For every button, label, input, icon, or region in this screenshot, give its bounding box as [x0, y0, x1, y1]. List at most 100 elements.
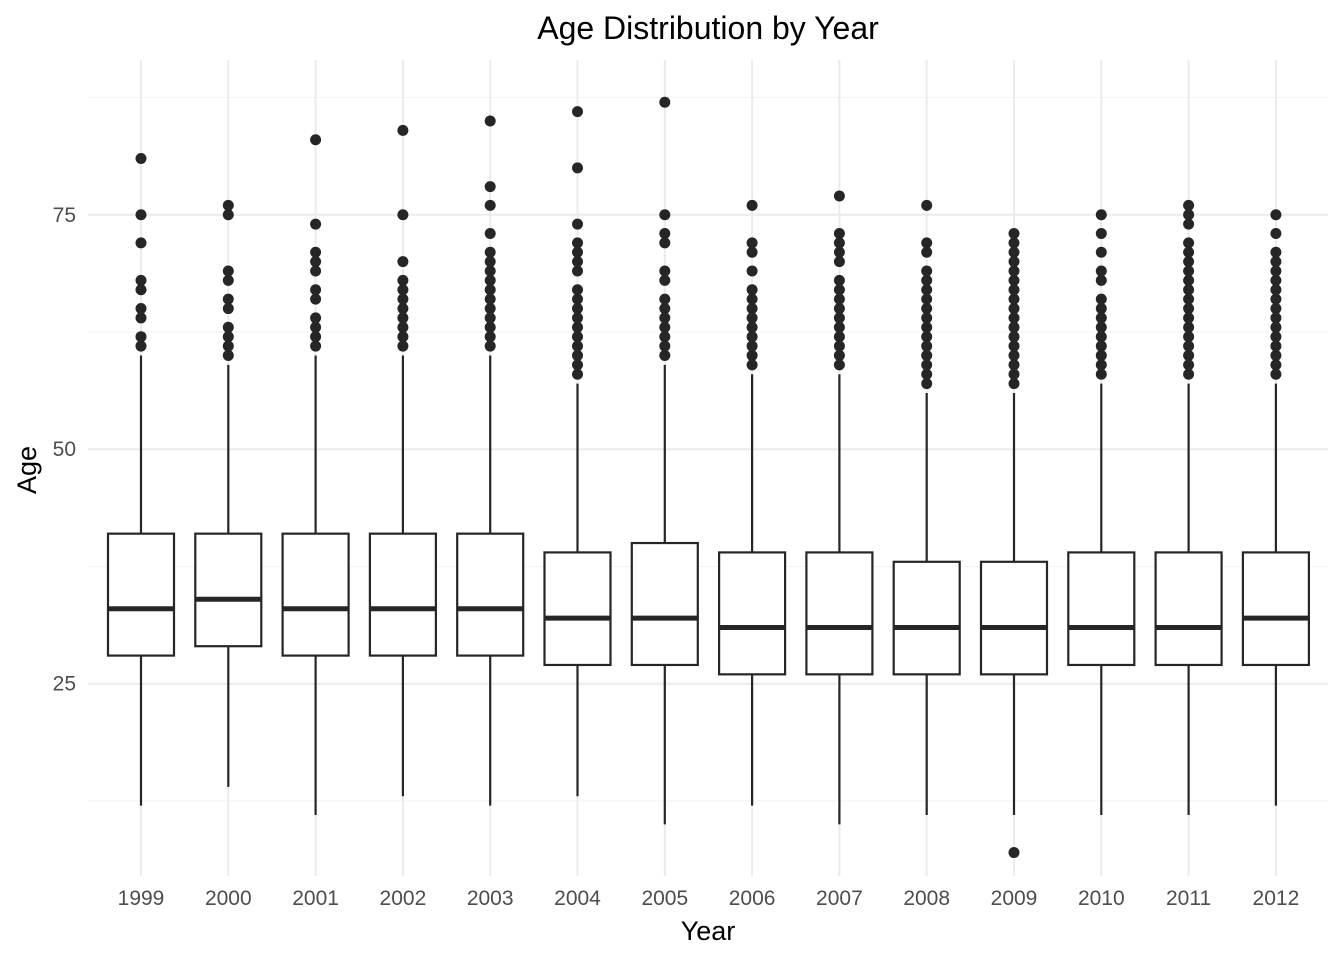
outlier-point — [484, 228, 496, 240]
outlier-point — [659, 312, 671, 324]
outlier-point — [1095, 349, 1107, 361]
outlier-point — [1095, 303, 1107, 315]
outlier-point — [310, 321, 322, 333]
box-2011 — [1154, 199, 1223, 816]
outlier-point — [746, 321, 758, 333]
outlier-point — [1008, 303, 1020, 315]
box-2006 — [717, 199, 787, 806]
outlier-point — [1270, 284, 1282, 296]
outlier-point — [1183, 303, 1195, 315]
x-tick-label: 1999 — [118, 887, 165, 910]
box-2010 — [1067, 209, 1136, 816]
outlier-point — [222, 293, 234, 305]
outlier-point — [1270, 331, 1282, 343]
outlier-point — [1008, 284, 1020, 296]
outlier-point — [921, 368, 933, 380]
outlier-point — [746, 265, 758, 277]
outlier-point — [833, 284, 845, 296]
outlier-point — [1183, 265, 1195, 277]
outlier-point — [310, 265, 322, 277]
outlier-point — [746, 349, 758, 361]
outlier-point — [572, 312, 583, 324]
outlier-point — [397, 209, 409, 221]
iqr-box — [1241, 551, 1311, 667]
outlier-point — [833, 331, 845, 343]
y-tick-label: 50 — [53, 438, 76, 461]
outlier-point — [397, 303, 409, 315]
outlier-point — [1008, 331, 1020, 343]
outlier-point — [921, 331, 933, 343]
outlier-point — [921, 265, 933, 277]
x-tick-label: 2005 — [641, 887, 688, 910]
x-axis-title: Year — [681, 916, 736, 946]
outlier-point — [1095, 228, 1107, 240]
boxes-group — [106, 96, 1311, 859]
outlier-point — [135, 237, 147, 249]
outlier-point — [1095, 246, 1107, 258]
outlier-point — [222, 274, 234, 286]
outlier-point — [1183, 274, 1195, 286]
outlier-point — [484, 246, 496, 258]
x-tick-label: 2001 — [292, 887, 339, 910]
outlier-point — [659, 331, 671, 343]
outlier-point — [135, 331, 147, 343]
outlier-point — [1008, 265, 1020, 277]
outlier-point — [1270, 368, 1282, 380]
outlier-point — [310, 218, 322, 230]
outlier-point — [746, 284, 758, 296]
outlier-point — [572, 340, 583, 352]
outlier-point — [921, 321, 933, 333]
outlier-point — [310, 246, 322, 258]
outlier-point — [1270, 303, 1282, 315]
outlier-point — [572, 162, 583, 174]
outlier-point — [659, 340, 671, 352]
outlier-point — [484, 199, 496, 211]
outlier-point — [921, 274, 933, 286]
outlier-point — [746, 340, 758, 352]
outlier-point — [659, 321, 671, 333]
outlier-point — [1270, 312, 1282, 324]
outlier-point — [1183, 359, 1195, 371]
outlier-point — [135, 209, 147, 221]
outlier-point — [572, 368, 583, 380]
y-tick-label: 75 — [53, 204, 76, 227]
outlier-point — [397, 274, 409, 286]
outlier-point — [833, 349, 845, 361]
outlier-point — [746, 293, 758, 305]
outlier-point — [833, 246, 845, 258]
box-2009 — [979, 228, 1049, 859]
outlier-point — [921, 246, 933, 258]
outlier-point — [484, 284, 496, 296]
outlier-point — [921, 284, 933, 296]
outlier-point — [135, 312, 147, 324]
outlier-point — [1270, 293, 1282, 305]
outlier-point — [135, 303, 147, 315]
outlier-point — [1270, 246, 1282, 258]
box-2012 — [1241, 209, 1311, 806]
iqr-box — [1067, 551, 1136, 667]
x-tick-label: 2007 — [816, 887, 863, 910]
outlier-point — [1183, 246, 1195, 258]
outlier-point — [1183, 284, 1195, 296]
outlier-point — [833, 340, 845, 352]
outlier-point — [310, 134, 322, 146]
outlier-point — [659, 237, 671, 249]
y-axis-title: Age — [12, 446, 42, 494]
iqr-box — [717, 551, 787, 676]
outlier-point — [135, 274, 147, 286]
outlier-point — [659, 274, 671, 286]
outlier-point — [1095, 359, 1107, 371]
outlier-point — [310, 284, 322, 296]
outlier-point — [746, 303, 758, 315]
outlier-point — [833, 237, 845, 249]
outlier-point — [746, 359, 758, 371]
box-2000 — [194, 199, 263, 787]
iqr-box — [456, 532, 525, 657]
outlier-point — [397, 284, 409, 296]
outlier-point — [484, 256, 496, 268]
outlier-point — [746, 237, 758, 249]
outlier-point — [310, 331, 322, 343]
outlier-point — [572, 106, 583, 118]
outlier-point — [1270, 228, 1282, 240]
x-axis-ticks: 1999 2000 2001 2002 2003 2004 2005 2006 2007 2008… — [118, 887, 1300, 910]
